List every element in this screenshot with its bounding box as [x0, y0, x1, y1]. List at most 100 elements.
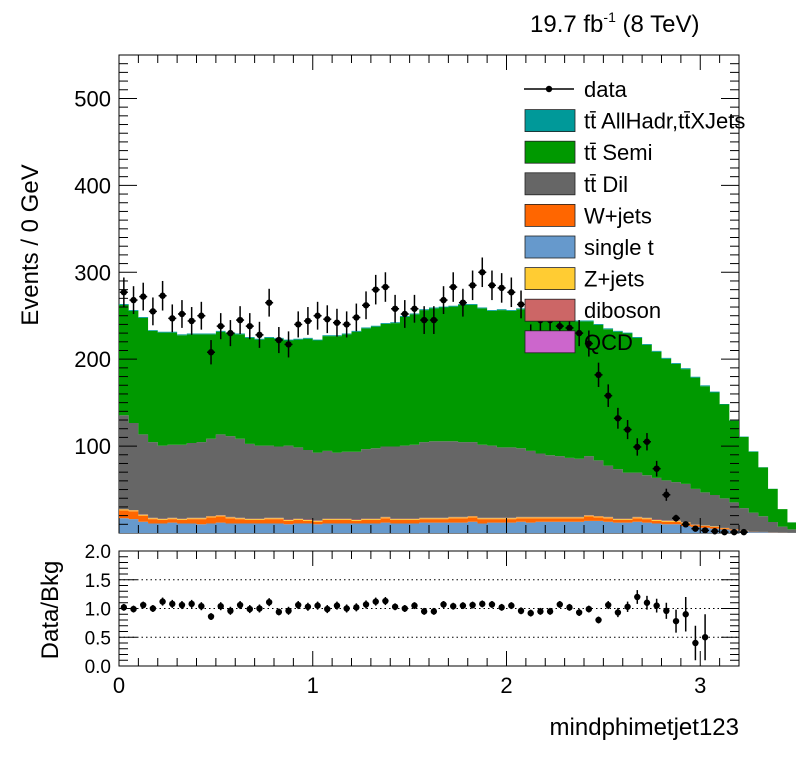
ratio-y-tick-label: 2.0 — [85, 542, 111, 563]
ratio-point — [498, 604, 505, 611]
data-point — [207, 349, 215, 356]
x-tick-label: 1 — [307, 673, 319, 698]
data-point — [430, 316, 438, 324]
ratio-point — [207, 613, 215, 620]
ratio-point — [411, 602, 418, 609]
ratio-point — [382, 597, 389, 605]
data-point — [469, 282, 476, 289]
ratio-point — [295, 601, 302, 609]
data-point — [353, 314, 360, 321]
ratio-point — [314, 602, 321, 609]
ratio-point — [595, 616, 602, 624]
data-point — [595, 371, 602, 379]
y-tick-label: 500 — [74, 86, 111, 111]
ratio-point — [479, 600, 486, 608]
legend-swatch — [524, 140, 576, 164]
y-tick-label: 300 — [74, 260, 111, 285]
stack-w-jets — [119, 510, 796, 533]
ratio-point — [217, 603, 224, 610]
data-point — [188, 317, 195, 325]
ratio-point — [178, 601, 186, 609]
legend-label: tt̄ AllHadr,tt̄XJets — [584, 109, 745, 134]
ratio-point — [459, 602, 467, 609]
ratio-point — [605, 601, 612, 609]
ratio-point — [362, 601, 370, 608]
ratio-point — [275, 608, 283, 616]
legend-swatch — [524, 203, 576, 227]
legend-label: tt̄ Semi — [584, 140, 652, 165]
data-point — [605, 392, 612, 399]
x-tick-label: 0 — [113, 673, 125, 698]
data-point — [120, 289, 128, 296]
data-point — [411, 305, 418, 312]
data-point — [624, 426, 631, 433]
data-point — [450, 283, 457, 291]
ratio-axis-ticks — [118, 550, 740, 667]
data-point — [721, 528, 728, 536]
ratio-point — [527, 609, 534, 617]
data-point — [643, 438, 651, 445]
data-point — [246, 322, 253, 330]
legend: data tt̄ AllHadr,tt̄XJets tt̄ Semi tt̄ Dil W… — [524, 77, 745, 355]
ratio-point — [624, 603, 631, 610]
ratio-point — [159, 598, 166, 605]
legend-swatch — [524, 298, 576, 322]
data-point — [285, 341, 292, 348]
ratio-point — [430, 608, 438, 615]
data-point — [672, 515, 680, 522]
main-axis-ticks — [118, 54, 740, 533]
x-axis-label: mindphimetjet123 — [550, 714, 739, 741]
stack-tt-semi — [119, 304, 796, 530]
legend-label: diboson — [584, 298, 661, 323]
main-plot-panel: Events / 0 GeV 100 200 300 400 500 — [17, 54, 796, 536]
ratio-point — [517, 607, 525, 614]
ratio-points — [120, 590, 709, 661]
legend-swatch — [524, 330, 576, 354]
y-tick-label: 400 — [74, 173, 111, 198]
data-point — [692, 525, 699, 532]
data-point — [391, 305, 399, 312]
ratio-point — [701, 634, 709, 641]
ratio-y-tick-label: 1.0 — [85, 600, 111, 621]
ratio-y-tick-label: 0.5 — [85, 628, 111, 649]
lumi-value: 19.7 fb — [530, 11, 603, 38]
ratio-point — [643, 599, 651, 606]
ratio-point — [343, 605, 350, 612]
ratio-point — [556, 601, 563, 608]
data-point — [149, 308, 157, 315]
ratio-point — [120, 604, 128, 611]
ratio-point — [149, 605, 157, 612]
data-point — [585, 340, 593, 347]
legend-label: W+jets — [584, 203, 652, 228]
ratio-y-tick-label: 0.0 — [85, 657, 111, 678]
data-point — [740, 528, 748, 536]
ratio-plot-panel: 0.0 0.5 1.0 1.5 2.0 0 1 2 3 Data/Bkg mindphimet… — [37, 542, 740, 741]
x-tick-label: 2 — [500, 673, 512, 698]
ratio-point — [236, 601, 244, 609]
legend-swatch — [524, 109, 576, 132]
data-point — [265, 299, 273, 306]
data-point — [401, 310, 408, 318]
data-point — [634, 443, 641, 451]
data-point — [227, 329, 234, 337]
x-tick-labels: 0 1 2 3 — [113, 673, 707, 698]
data-point — [140, 293, 147, 300]
data-point — [382, 283, 389, 291]
ratio-point — [256, 605, 263, 612]
data-point — [217, 322, 224, 330]
data-point — [343, 321, 350, 328]
data-point — [556, 322, 563, 330]
data-point — [711, 528, 718, 535]
data-point — [488, 282, 496, 289]
ratio-point — [420, 608, 428, 615]
data-point — [372, 286, 379, 293]
ratio-point — [469, 601, 476, 609]
ratio-point — [585, 605, 593, 613]
data-point — [275, 336, 283, 344]
data-point — [575, 329, 583, 337]
data-point — [169, 315, 176, 322]
data-point — [440, 296, 447, 304]
data-point — [682, 521, 689, 528]
ratio-point — [372, 598, 379, 605]
